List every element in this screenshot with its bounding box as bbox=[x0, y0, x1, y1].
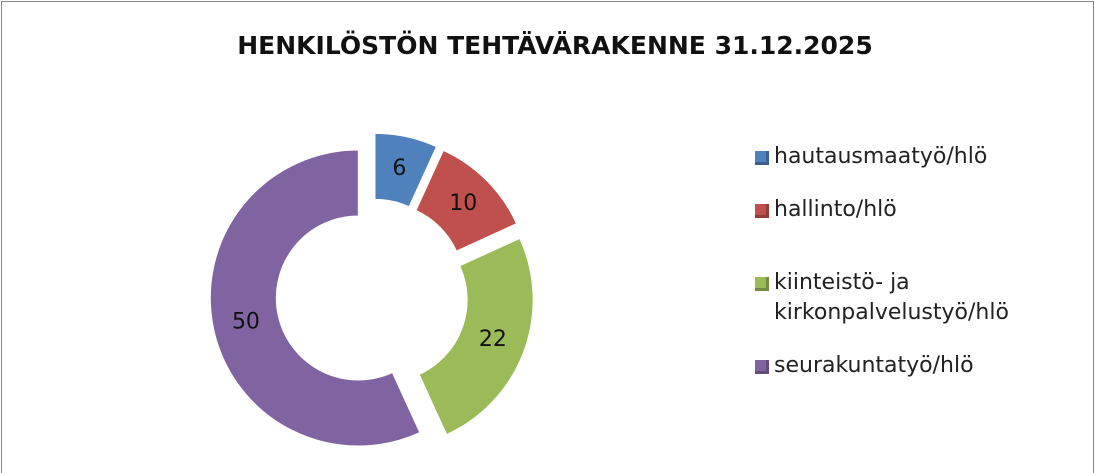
doughnut-segment bbox=[418, 237, 534, 436]
data-label: 10 bbox=[449, 191, 477, 216]
legend-item: hallinto/hlö bbox=[755, 195, 1085, 225]
legend-item: kiinteistö- ja kirkonpalvelustyö/hlö bbox=[755, 268, 1085, 328]
legend-item: hautausmaatyö/hlö bbox=[755, 142, 1085, 172]
legend-key bbox=[755, 151, 769, 165]
legend-key bbox=[755, 277, 769, 291]
legend-label: seurakuntatyö/hlö bbox=[774, 353, 974, 378]
legend-label: kiinteistö- ja kirkonpalvelustyö/hlö bbox=[774, 270, 1009, 325]
legend-key bbox=[755, 360, 769, 374]
legend: hautausmaatyö/hlö hallinto/hlö kiinteistö-… bbox=[755, 142, 1085, 404]
doughnut-segment bbox=[415, 149, 518, 252]
legend-key bbox=[755, 204, 769, 218]
data-label: 22 bbox=[479, 327, 507, 352]
data-label: 6 bbox=[392, 156, 406, 181]
legend-label: hautausmaatyö/hlö bbox=[774, 144, 988, 169]
chart-title: HENKILÖSTÖN TEHTÄVÄRAKENNE 31.12.2025 bbox=[237, 30, 872, 60]
doughnut-segment bbox=[209, 149, 421, 447]
doughnut-segment bbox=[374, 132, 438, 208]
legend-item: seurakuntatyö/hlö bbox=[755, 351, 1085, 381]
legend-label: hallinto/hlö bbox=[774, 197, 897, 222]
data-label: 50 bbox=[232, 309, 260, 334]
